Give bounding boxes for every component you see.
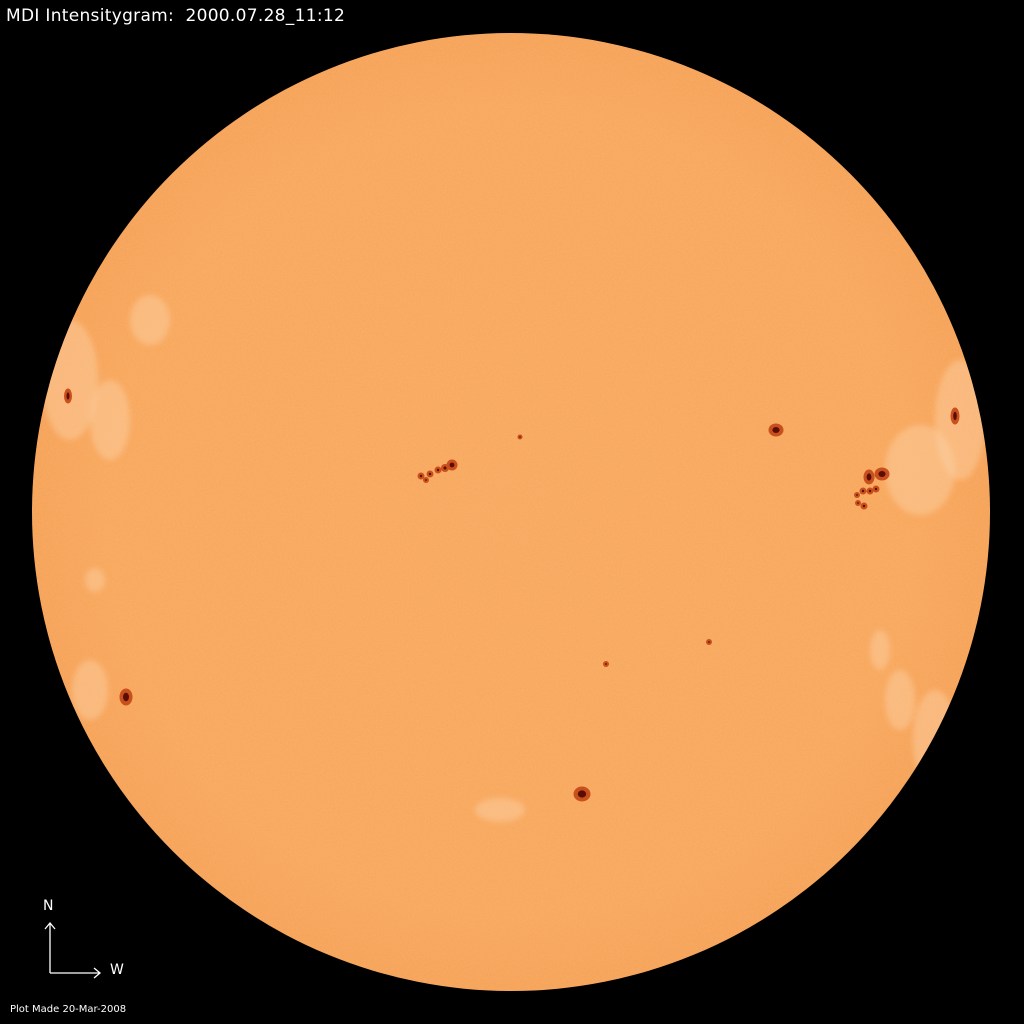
sunspot-umbra: [772, 427, 780, 433]
sunspot: [859, 487, 867, 495]
sunspot: [855, 500, 861, 506]
facula-patch: [72, 660, 108, 720]
facula-patch: [885, 425, 955, 515]
compass-arrows: [44, 921, 102, 979]
sunspot-umbra: [519, 436, 521, 438]
sunspot: [426, 470, 434, 478]
west-label: W: [110, 962, 124, 978]
sunspot-umbra: [861, 489, 865, 493]
facula-patch: [90, 380, 130, 460]
plot-made-date: Plot Made 20-Mar-2008: [10, 1004, 127, 1015]
sunspot-umbra: [868, 489, 872, 493]
sunspot-umbra: [708, 641, 710, 643]
sunspot-umbra: [419, 474, 423, 478]
west-arrowhead-icon: [93, 967, 102, 979]
sunspot-umbra: [866, 473, 872, 481]
sunspot: [119, 688, 133, 706]
sunspot: [441, 464, 449, 472]
sunspot: [768, 423, 784, 437]
facula-patch: [885, 670, 915, 730]
sunspot: [872, 485, 880, 493]
sunspot-umbra: [66, 392, 70, 400]
sunspot: [423, 477, 429, 483]
sunspot-umbra: [123, 692, 129, 702]
facula-patch: [475, 798, 525, 822]
sunspot-umbra: [449, 462, 455, 468]
north-label: N: [43, 898, 54, 914]
sunspot-umbra: [577, 790, 587, 798]
sunspot: [866, 487, 874, 495]
image-title: MDI Intensitygram: 2000.07.28_11:12: [6, 6, 346, 26]
sunspot: [854, 492, 860, 498]
sunspot-umbra: [878, 471, 886, 477]
facula-patch: [913, 690, 957, 790]
sunspot-umbra: [425, 479, 427, 481]
sunspot-umbra: [874, 487, 878, 491]
sunspot: [434, 466, 442, 474]
north-arrowhead-icon: [44, 921, 56, 930]
facula-patch: [130, 295, 170, 345]
sunspot: [517, 434, 523, 440]
sunspot: [950, 407, 960, 425]
sunspot-umbra: [443, 466, 447, 470]
facula-patch: [42, 320, 98, 440]
sunspot-umbra: [436, 468, 440, 472]
sunspot: [860, 502, 868, 510]
sunspot-umbra: [862, 504, 866, 508]
sunspot: [417, 472, 425, 480]
sunspot: [874, 467, 890, 481]
sunspot: [573, 786, 591, 802]
sunspot-umbra: [856, 494, 858, 496]
sunspot: [706, 639, 712, 645]
sunspot: [446, 459, 458, 471]
sunspot-umbra: [605, 663, 607, 665]
sunspot: [64, 388, 72, 404]
sunspot: [863, 469, 875, 485]
facula-patch: [85, 568, 105, 592]
sunspot: [603, 661, 609, 667]
sunspot-umbra: [953, 411, 957, 421]
sunspot-umbra: [857, 502, 859, 504]
granulation-texture: [32, 33, 990, 991]
facula-patch: [870, 630, 890, 670]
sunspots: [64, 388, 960, 802]
sunspot-umbra: [428, 472, 432, 476]
